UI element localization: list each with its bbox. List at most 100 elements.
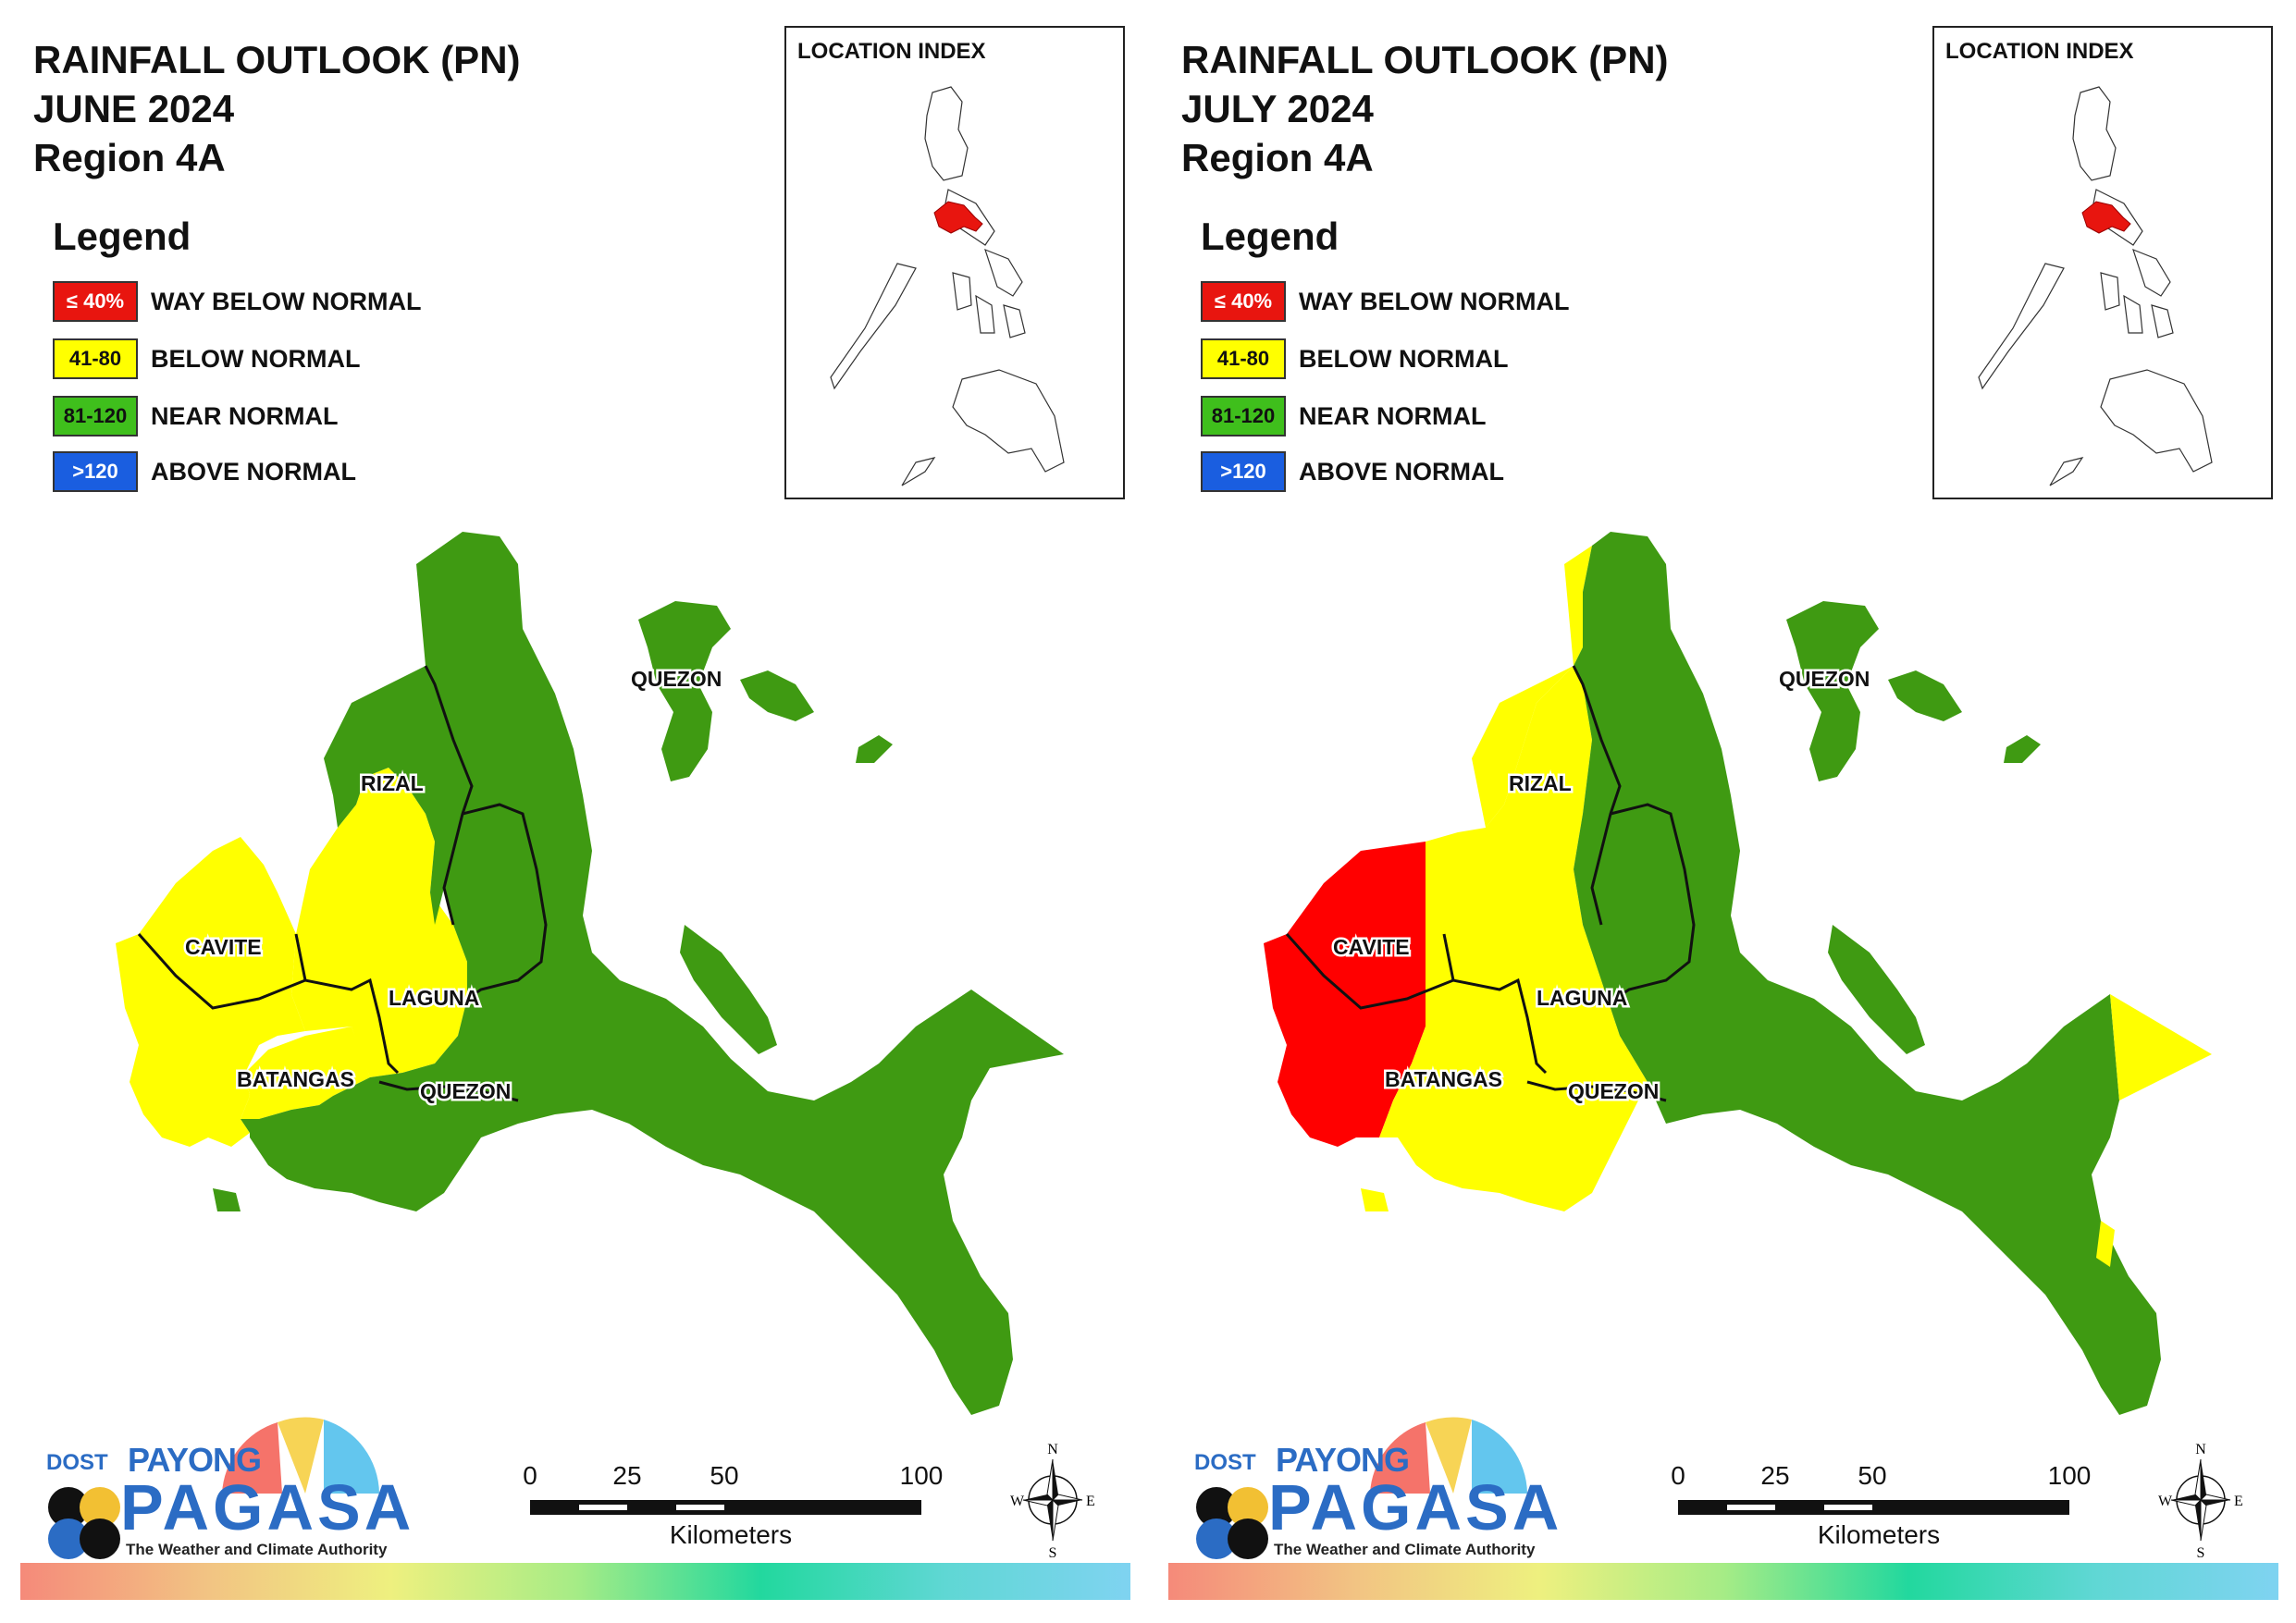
legend-label: WAY BELOW NORMAL (151, 287, 422, 315)
legend-label: NEAR NORMAL (1299, 401, 1487, 430)
location-index: LOCATION INDEX (784, 26, 1125, 499)
compass-w: W (1010, 1494, 1025, 1509)
zone-near-normal-island (740, 670, 814, 721)
compass-n: N (2195, 1442, 2206, 1457)
legend-label: BELOW NORMAL (151, 344, 361, 373)
panel-july: RAINFALL OUTLOOK (PN) JULY 2024 Region 4… (1148, 0, 2296, 1623)
region-4a-highlight (933, 201, 983, 234)
scale-tick: 100 (2047, 1461, 2092, 1490)
compass-s: S (2197, 1545, 2205, 1559)
zone-below-normal-center (1379, 666, 1648, 1211)
compass-e: E (1086, 1494, 1095, 1509)
rainfall-map-july: RIZAL CAVITE LAGUNA BATANGAS QUEZON QUEZ… (1264, 532, 2212, 1415)
legend-swatch: 41-80 (53, 338, 138, 379)
umbrella-icon (48, 1417, 379, 1559)
pagasa-logo: DOST PAYONG PAGASA The Weather and Clima… (1176, 1387, 1559, 1572)
footer-gradient-bar (20, 1563, 1130, 1600)
label-batangas: BATANGAS (237, 1067, 354, 1091)
zone-below-normal-batangas (241, 1027, 370, 1119)
zone-near-normal-islet (213, 1188, 241, 1211)
label-laguna: LAGUNA (389, 986, 479, 1010)
legend-label: WAY BELOW NORMAL (1299, 287, 1570, 315)
title-line-1: RAINFALL OUTLOOK (PN) (1181, 38, 1669, 81)
compass-rose-icon: N S W E (1010, 1442, 1095, 1559)
logo-payong: PAYONG (128, 1441, 262, 1479)
legend-heading: Legend (53, 215, 191, 258)
legend-item-above: >120 ABOVE NORMAL (53, 451, 356, 492)
zone-below-normal-rizal (1472, 666, 1574, 828)
panel-june: RAINFALL OUTLOOK (PN) JUNE 2024 Region 4… (20, 26, 1130, 1600)
legend-swatch: 81-120 (1201, 396, 1286, 436)
zone-near-normal-polillo (1786, 601, 1879, 781)
zone-near-normal-island (856, 735, 893, 763)
legend-swatch: >120 (53, 451, 138, 492)
label-quezon-south: QUEZON (1568, 1079, 1659, 1103)
label-cavite: CAVITE (1333, 935, 1410, 959)
legend-item-above: >120 ABOVE NORMAL (1201, 451, 1504, 492)
legend-label: NEAR NORMAL (151, 401, 339, 430)
title-line-2: JULY 2024 (1181, 87, 1374, 130)
zone-near-normal-peninsula (680, 925, 777, 1054)
zone-below-normal-islet (1361, 1188, 1389, 1211)
legend-swatch: >120 (1201, 451, 1286, 492)
logo-pagasa: PAGASA (120, 1471, 415, 1543)
scale-tick: 25 (1760, 1461, 1790, 1490)
legend-item-way-below: ≤ 40% WAY BELOW NORMAL (53, 281, 422, 322)
zone-near-normal-quezon (241, 532, 1064, 1415)
legend-label: ABOVE NORMAL (1299, 457, 1504, 486)
label-cavite: CAVITE (185, 935, 262, 959)
label-quezon-south: QUEZON (420, 1079, 511, 1103)
rainfall-map-june: RIZAL CAVITE LAGUNA BATANGAS QUEZON QUEZ… (116, 532, 1064, 1415)
scale-tick: 25 (612, 1461, 642, 1490)
legend-swatch: 41-80 (1201, 338, 1286, 379)
legend-item-below: 41-80 BELOW NORMAL (1201, 338, 1508, 379)
scale-tick: 50 (1858, 1461, 1887, 1490)
legend-item-way-below: ≤ 40% WAY BELOW NORMAL (1201, 281, 1570, 322)
region-4a-highlight (2081, 201, 2131, 234)
zone-below-normal-east-coast (2096, 1221, 2115, 1267)
legend-swatch: ≤ 40% (53, 281, 138, 322)
title-line-3: Region 4A (1181, 136, 1374, 179)
label-rizal: RIZAL (361, 771, 424, 795)
label-quezon-north: QUEZON (1779, 667, 1870, 691)
compass-n: N (1047, 1442, 1058, 1457)
logo-tagline: The Weather and Climate Authority (126, 1541, 388, 1558)
scale-tick: 50 (710, 1461, 739, 1490)
legend-heading: Legend (1201, 215, 1339, 258)
legend-swatch: 81-120 (53, 396, 138, 436)
map-title: RAINFALL OUTLOOK (PN) JUNE 2024 Region 4… (33, 35, 521, 182)
legend-item-near: 81-120 NEAR NORMAL (53, 396, 339, 436)
legend-item-below: 41-80 BELOW NORMAL (53, 338, 360, 379)
scale-bar: 0 25 50 100 Kilometers (518, 1461, 944, 1554)
scale-tick: 100 (899, 1461, 944, 1490)
logo-tagline: The Weather and Climate Authority (1274, 1541, 1536, 1558)
label-quezon-north: QUEZON (631, 667, 722, 691)
label-rizal: RIZAL (1509, 771, 1572, 795)
scale-unit: Kilometers (669, 1520, 793, 1549)
compass-w: W (2158, 1494, 2173, 1509)
footer-gradient-bar (1168, 1563, 2278, 1600)
philippines-index-map (1978, 86, 2213, 486)
location-index: LOCATION INDEX (1932, 26, 2273, 499)
title-line-1: RAINFALL OUTLOOK (PN) (33, 38, 521, 81)
scale-tick: 0 (1671, 1461, 1685, 1490)
scale-tick: 0 (523, 1461, 537, 1490)
zone-below-normal-laguna (291, 768, 467, 1077)
title-line-3: Region 4A (33, 136, 226, 179)
compass-s: S (1049, 1545, 1057, 1559)
label-batangas: BATANGAS (1385, 1067, 1502, 1091)
logo-pagasa: PAGASA (1268, 1471, 1563, 1543)
scale-unit: Kilometers (1817, 1520, 1941, 1549)
scale-bar-graphic (530, 1500, 921, 1515)
zone-near-normal-polillo (638, 601, 731, 781)
compass-e: E (2234, 1494, 2243, 1509)
legend-swatch: ≤ 40% (1201, 281, 1286, 322)
compass-rose-icon: N S W E (2158, 1442, 2243, 1559)
zone-near-normal-island (1888, 670, 1962, 721)
umbrella-icon (1196, 1417, 1527, 1559)
logo-payong: PAYONG (1276, 1441, 1410, 1479)
zone-near-normal-island (2004, 735, 2041, 763)
zone-near-normal-quezon (1574, 532, 2161, 1415)
zone-below-normal-east-tip (2110, 994, 2212, 1100)
zone-below-normal-cavite (116, 837, 305, 1147)
